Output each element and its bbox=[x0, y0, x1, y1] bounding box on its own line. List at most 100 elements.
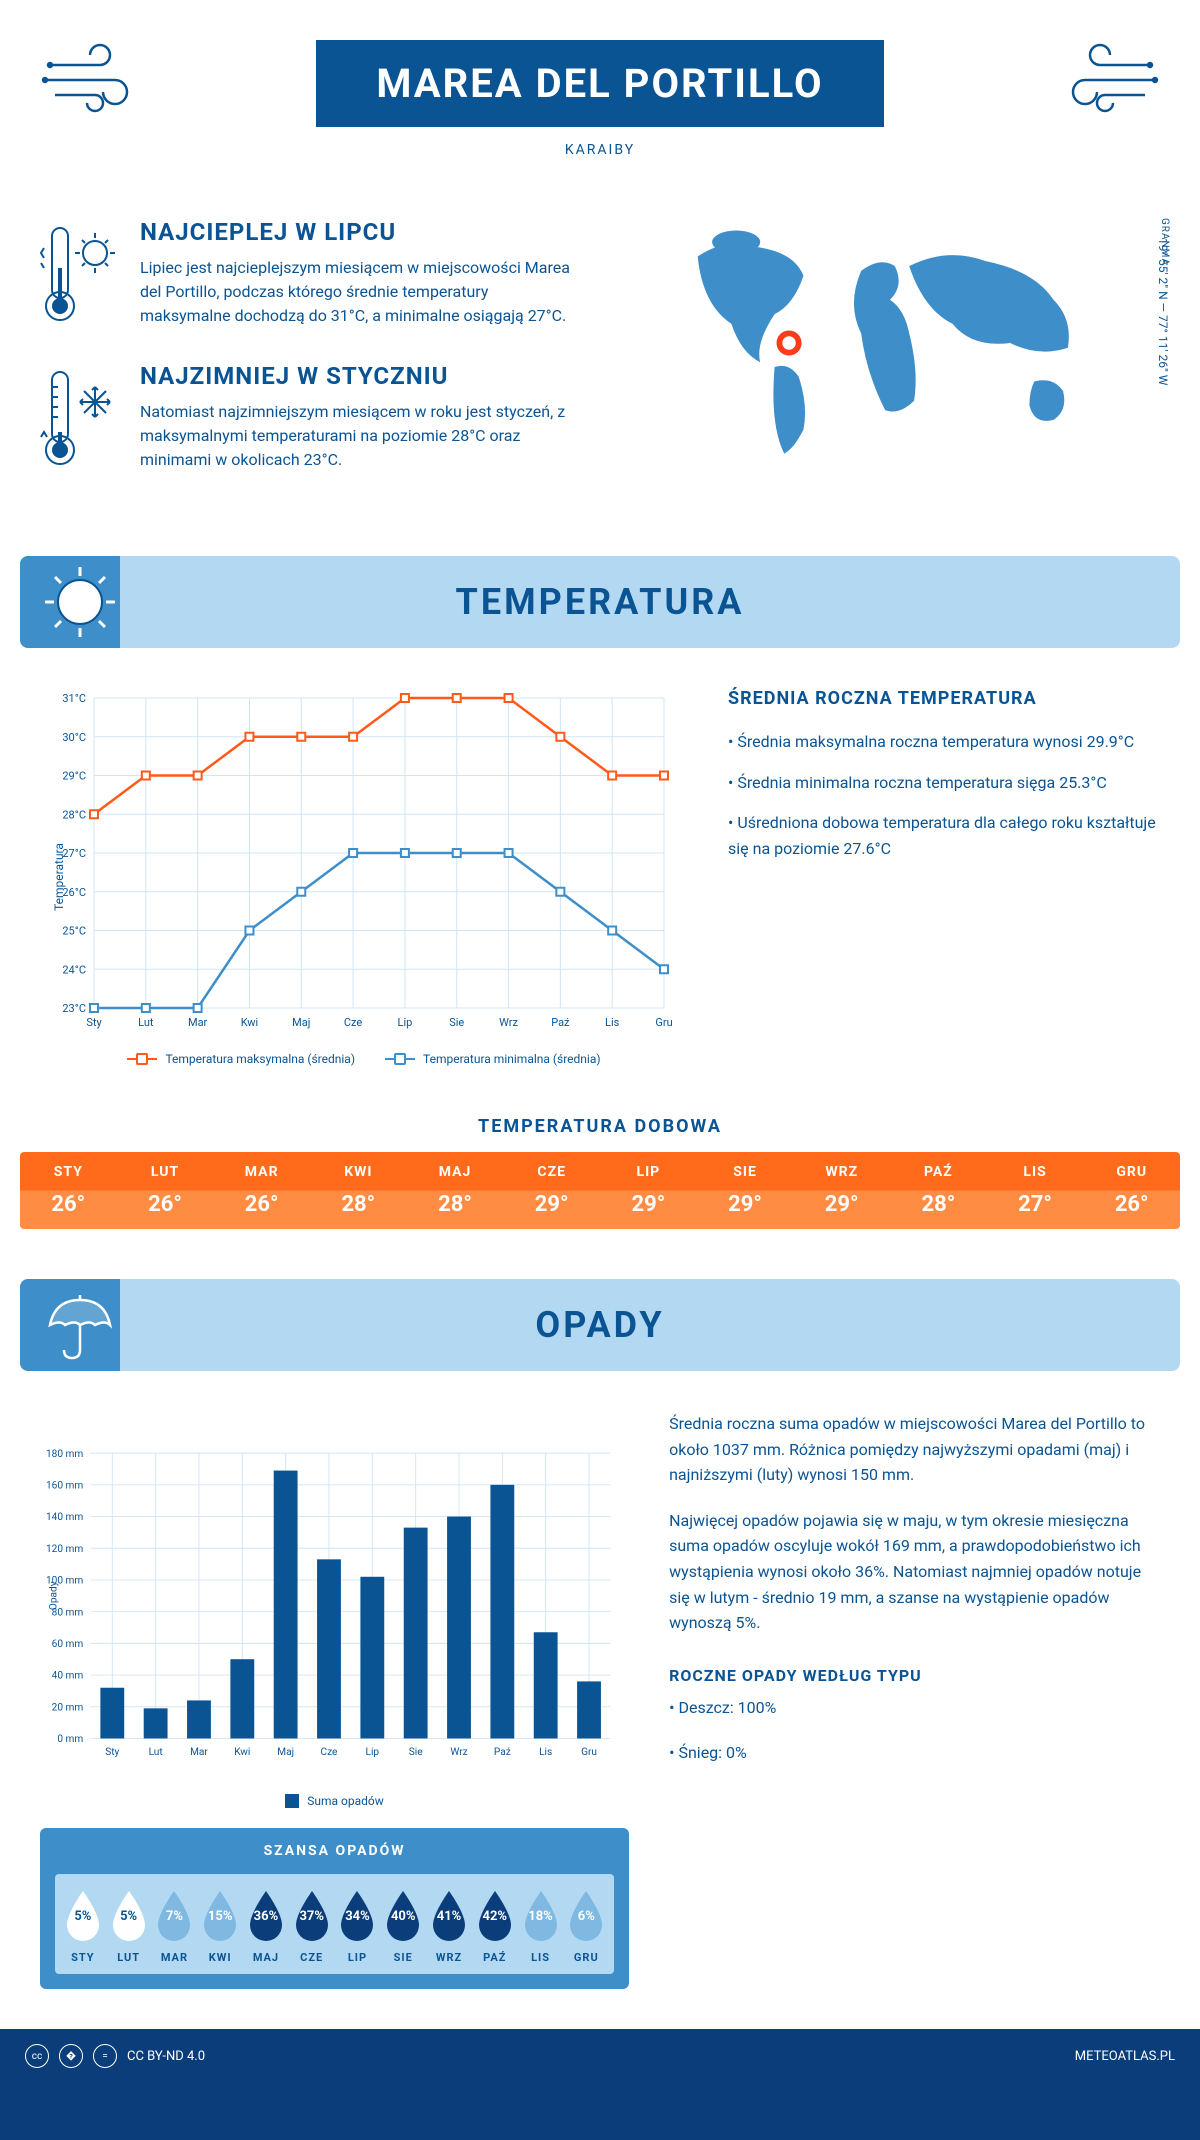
rain-chance-drop: 36%MAJ bbox=[243, 1889, 289, 1964]
temperature-content: Temperatura 23°C24°C25°C26°C27°C28°C29°C… bbox=[20, 668, 1180, 1086]
wind-icon bbox=[40, 40, 150, 124]
rain-text: Średnia roczna suma opadów w miejscowośc… bbox=[669, 1411, 1160, 1989]
rain-chance-drop: 18%LIS bbox=[518, 1889, 564, 1964]
svg-text:Lut: Lut bbox=[149, 1747, 163, 1758]
svg-text:Opady: Opady bbox=[49, 1581, 60, 1610]
temp-table-cell: WRZ29° bbox=[793, 1152, 890, 1229]
svg-text:Wrz: Wrz bbox=[499, 1016, 518, 1029]
svg-text:23°C: 23°C bbox=[62, 1002, 86, 1015]
svg-text:25°C: 25°C bbox=[62, 925, 86, 938]
thermometer-sun-icon bbox=[40, 218, 120, 332]
svg-text:Lut: Lut bbox=[138, 1016, 154, 1029]
svg-text:40 mm: 40 mm bbox=[52, 1671, 84, 1682]
svg-text:Sie: Sie bbox=[409, 1747, 423, 1758]
temp-table-cell: LUT26° bbox=[117, 1152, 214, 1229]
svg-text:Wrz: Wrz bbox=[450, 1747, 467, 1758]
svg-text:140 mm: 140 mm bbox=[46, 1512, 83, 1523]
coldest-fact: NAJZIMNIEJ W STYCZNIU Natomiast najzimni… bbox=[40, 362, 580, 476]
rain-chance-drop: 37%CZE bbox=[289, 1889, 335, 1964]
svg-text:29°C: 29°C bbox=[62, 770, 86, 783]
temp-table-cell: STY26° bbox=[20, 1152, 117, 1229]
rain-chance-drop: 5%STY bbox=[60, 1889, 106, 1964]
svg-text:31°C: 31°C bbox=[62, 692, 86, 705]
rain-chance-drop: 34%LIP bbox=[335, 1889, 381, 1964]
intro-facts: NAJCIEPLEJ W LIPCU Lipiec jest najcieple… bbox=[40, 218, 580, 506]
svg-text:60 mm: 60 mm bbox=[52, 1639, 84, 1650]
temp-table-cell: MAJ28° bbox=[407, 1152, 504, 1229]
wind-icon bbox=[1050, 40, 1160, 124]
rain-type-item: • Śnieg: 0% bbox=[669, 1740, 1160, 1766]
fact-content: NAJZIMNIEJ W STYCZNIU Natomiast najzimni… bbox=[140, 362, 580, 476]
svg-text:Lis: Lis bbox=[539, 1747, 552, 1758]
svg-text:28°C: 28°C bbox=[62, 808, 86, 821]
temperature-section-header: TEMPERATURA bbox=[20, 556, 1180, 648]
rain-chart-area: 0 mm20 mm40 mm60 mm80 mm100 mm120 mm140 … bbox=[40, 1411, 629, 1989]
svg-text:160 mm: 160 mm bbox=[46, 1481, 83, 1492]
rain-legend-item: Suma opadów bbox=[285, 1794, 384, 1808]
temperature-stats: ŚREDNIA ROCZNA TEMPERATURA • Średnia mak… bbox=[728, 688, 1160, 1066]
svg-text:Gru: Gru bbox=[581, 1747, 597, 1758]
page-title: MAREA DEL PORTILLO bbox=[376, 60, 823, 107]
legend-min: Temperatura minimalna (średnia) bbox=[385, 1052, 601, 1066]
temp-table-cell: GRU26° bbox=[1083, 1152, 1180, 1229]
warmest-fact: NAJCIEPLEJ W LIPCU Lipiec jest najcieple… bbox=[40, 218, 580, 332]
svg-text:120 mm: 120 mm bbox=[46, 1544, 83, 1555]
svg-text:180 mm: 180 mm bbox=[46, 1449, 83, 1460]
thermometer-snow-icon bbox=[40, 362, 120, 476]
rain-chart: 0 mm20 mm40 mm60 mm80 mm100 mm120 mm140 … bbox=[40, 1430, 629, 1780]
legend-max: Temperatura maksymalna (średnia) bbox=[127, 1052, 355, 1066]
rain-legend: Suma opadów bbox=[40, 1794, 629, 1808]
fact-content: NAJCIEPLEJ W LIPCU Lipiec jest najcieple… bbox=[140, 218, 580, 332]
svg-text:Sty: Sty bbox=[105, 1747, 119, 1758]
svg-text:Sie: Sie bbox=[449, 1016, 464, 1029]
svg-text:Maj: Maj bbox=[292, 1016, 310, 1029]
rain-chance-section: SZANSA OPADÓW 5%STY5%LUT7%MAR15%KWI36%MA… bbox=[40, 1828, 629, 1989]
rain-content: 0 mm20 mm40 mm60 mm80 mm100 mm120 mm140 … bbox=[20, 1391, 1180, 2009]
temperature-chart: Temperatura 23°C24°C25°C26°C27°C28°C29°C… bbox=[40, 688, 688, 1066]
warmest-text: Lipiec jest najcieplejszym miesiącem w m… bbox=[140, 256, 580, 328]
rain-type-title: ROCZNE OPADY WEDŁUG TYPU bbox=[669, 1666, 1160, 1685]
svg-text:Paź: Paź bbox=[494, 1747, 511, 1758]
svg-text:Mar: Mar bbox=[190, 1747, 208, 1758]
coldest-text: Natomiast najzimniejszym miesiącem w rok… bbox=[140, 400, 580, 472]
cc-icon: cc bbox=[25, 2044, 49, 2068]
rain-p2: Najwięcej opadów pojawia się w maju, w t… bbox=[669, 1508, 1160, 1636]
svg-text:Lip: Lip bbox=[398, 1016, 413, 1029]
temp-table-cell: KWI28° bbox=[310, 1152, 407, 1229]
header: MAREA DEL PORTILLO KARAIBY bbox=[20, 20, 1180, 188]
stats-item: • Uśredniona dobowa temperatura dla całe… bbox=[728, 810, 1160, 861]
title-banner: MAREA DEL PORTILLO bbox=[316, 40, 883, 127]
temp-table-cell: PAŹ28° bbox=[890, 1152, 987, 1229]
world-map-icon bbox=[620, 218, 1160, 468]
intro-section: NAJCIEPLEJ W LIPCU Lipiec jest najcieple… bbox=[20, 188, 1180, 536]
coldest-title: NAJZIMNIEJ W STYCZNIU bbox=[140, 362, 580, 390]
rain-chance-drop: 7%MAR bbox=[152, 1889, 198, 1964]
map-area: GRANMA 19° 55' 2" N — 77° 11' 26" W bbox=[620, 218, 1160, 506]
svg-text:Mar: Mar bbox=[188, 1016, 208, 1029]
svg-text:Sty: Sty bbox=[86, 1016, 102, 1029]
svg-text:Cze: Cze bbox=[344, 1016, 363, 1029]
footer-site: METEOATLAS.PL bbox=[1075, 2049, 1175, 2064]
nd-icon: = bbox=[93, 2044, 117, 2068]
svg-text:Lip: Lip bbox=[366, 1747, 380, 1758]
temperature-title: TEMPERATURA bbox=[45, 581, 1155, 623]
svg-text:Cze: Cze bbox=[321, 1747, 338, 1758]
stats-title: ŚREDNIA ROCZNA TEMPERATURA bbox=[728, 688, 1160, 709]
svg-text:Gru: Gru bbox=[655, 1016, 672, 1029]
temp-table-cell: SIE29° bbox=[697, 1152, 794, 1229]
infographic-container: MAREA DEL PORTILLO KARAIBY NAJCIEPLEJ W … bbox=[0, 0, 1200, 2029]
svg-text:Kwi: Kwi bbox=[234, 1747, 250, 1758]
rain-chance-drop: 15%KWI bbox=[197, 1889, 243, 1964]
temp-table-cell: LIS27° bbox=[987, 1152, 1084, 1229]
svg-text:Lis: Lis bbox=[605, 1016, 620, 1029]
svg-text:30°C: 30°C bbox=[62, 731, 86, 744]
svg-text:24°C: 24°C bbox=[62, 963, 86, 976]
rain-section-header: OPADY bbox=[20, 1279, 1180, 1371]
daily-temp-table: STY26°LUT26°MAR26°KWI28°MAJ28°CZE29°LIP2… bbox=[20, 1152, 1180, 1229]
chart-ylabel: Temperatura bbox=[52, 843, 66, 911]
daily-temp-title: TEMPERATURA DOBOWA bbox=[20, 1116, 1180, 1137]
rain-chance-drop: 40%SIE bbox=[380, 1889, 426, 1964]
svg-text:0 mm: 0 mm bbox=[57, 1734, 83, 1745]
subtitle: KARAIBY bbox=[20, 142, 1180, 158]
stats-item: • Średnia maksymalna roczna temperatura … bbox=[728, 729, 1160, 755]
